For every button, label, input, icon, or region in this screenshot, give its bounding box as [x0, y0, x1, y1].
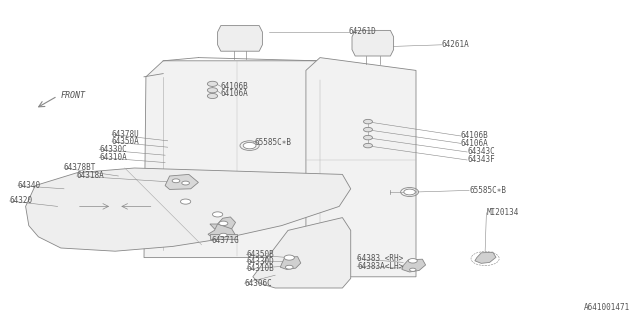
Circle shape: [364, 135, 372, 140]
Text: 64343F: 64343F: [467, 156, 495, 164]
Circle shape: [220, 233, 227, 237]
Text: 64378BT: 64378BT: [64, 164, 97, 172]
Circle shape: [285, 265, 293, 269]
Polygon shape: [210, 217, 236, 231]
Circle shape: [212, 212, 223, 217]
Circle shape: [284, 255, 294, 260]
Text: A641001471: A641001471: [584, 303, 630, 312]
Polygon shape: [475, 252, 496, 263]
Polygon shape: [352, 30, 394, 56]
Text: 64306C: 64306C: [244, 279, 272, 288]
Text: 64383A<LH>: 64383A<LH>: [357, 262, 403, 271]
Text: 64106A: 64106A: [221, 89, 248, 98]
Circle shape: [182, 181, 189, 185]
Text: 65585C∗B: 65585C∗B: [469, 186, 506, 195]
Text: 64261D: 64261D: [349, 28, 376, 36]
Polygon shape: [306, 58, 416, 277]
Text: 64106B: 64106B: [221, 82, 248, 91]
Polygon shape: [210, 234, 237, 239]
Circle shape: [404, 189, 415, 195]
Text: 64106B: 64106B: [461, 132, 488, 140]
Polygon shape: [218, 26, 262, 51]
Circle shape: [180, 199, 191, 204]
Text: 64383 <RH>: 64383 <RH>: [357, 254, 403, 263]
Polygon shape: [402, 259, 426, 272]
Text: 64350B: 64350B: [246, 250, 274, 259]
Polygon shape: [253, 218, 351, 288]
Circle shape: [207, 88, 218, 93]
Text: 64343C: 64343C: [467, 148, 495, 156]
Text: 64340: 64340: [18, 181, 41, 190]
Text: 64330D: 64330D: [246, 257, 274, 266]
Circle shape: [207, 93, 218, 99]
Circle shape: [364, 127, 372, 132]
Text: 64330C: 64330C: [99, 145, 127, 154]
Text: 64310A: 64310A: [99, 153, 127, 162]
Text: 64350A: 64350A: [112, 137, 140, 146]
Text: 64371G: 64371G: [211, 236, 239, 245]
Circle shape: [410, 268, 416, 271]
Text: 64106A: 64106A: [461, 139, 488, 148]
Text: FRONT: FRONT: [61, 91, 86, 100]
Text: MI20134: MI20134: [486, 208, 519, 217]
Circle shape: [364, 119, 372, 124]
Text: 64318A: 64318A: [77, 172, 104, 180]
Polygon shape: [208, 224, 236, 239]
Text: 64310B: 64310B: [246, 264, 274, 273]
Polygon shape: [165, 174, 198, 189]
Circle shape: [207, 81, 218, 86]
Circle shape: [364, 143, 372, 148]
Polygon shape: [144, 61, 320, 258]
Text: 64261A: 64261A: [442, 40, 469, 49]
Text: 64378U: 64378U: [112, 130, 140, 139]
Text: 65585C∗B: 65585C∗B: [254, 138, 291, 147]
Polygon shape: [280, 257, 301, 269]
Circle shape: [172, 179, 180, 183]
Circle shape: [243, 142, 256, 149]
Text: 64320: 64320: [10, 196, 33, 205]
Circle shape: [408, 259, 417, 263]
Polygon shape: [26, 168, 351, 251]
Circle shape: [219, 221, 228, 226]
